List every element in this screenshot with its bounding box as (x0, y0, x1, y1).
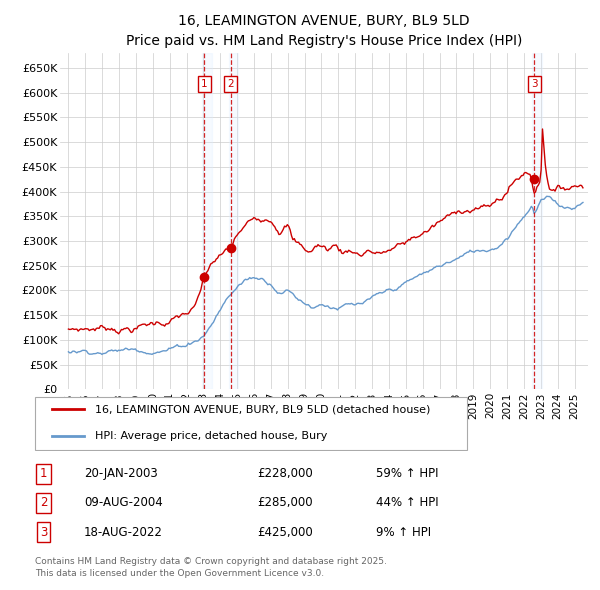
FancyBboxPatch shape (35, 397, 467, 450)
Text: HPI: Average price, detached house, Bury: HPI: Average price, detached house, Bury (95, 431, 327, 441)
Text: £285,000: £285,000 (257, 496, 313, 510)
Text: £425,000: £425,000 (257, 526, 313, 539)
Text: 16, LEAMINGTON AVENUE, BURY, BL9 5LD (detached house): 16, LEAMINGTON AVENUE, BURY, BL9 5LD (de… (95, 404, 430, 414)
Text: 9% ↑ HPI: 9% ↑ HPI (376, 526, 431, 539)
Text: 2: 2 (227, 78, 234, 88)
Text: 44% ↑ HPI: 44% ↑ HPI (376, 496, 438, 510)
Text: 1: 1 (201, 78, 208, 88)
Bar (202, 53, 212, 389)
Text: £228,000: £228,000 (257, 467, 313, 480)
Title: 16, LEAMINGTON AVENUE, BURY, BL9 5LD
Price paid vs. HM Land Registry's House Pri: 16, LEAMINGTON AVENUE, BURY, BL9 5LD Pri… (126, 14, 522, 48)
Text: 2: 2 (40, 496, 47, 510)
Bar (229, 53, 238, 389)
Text: Contains HM Land Registry data © Crown copyright and database right 2025.
This d: Contains HM Land Registry data © Crown c… (35, 556, 387, 578)
Text: 59% ↑ HPI: 59% ↑ HPI (376, 467, 438, 480)
Text: 18-AUG-2022: 18-AUG-2022 (84, 526, 163, 539)
Text: 09-AUG-2004: 09-AUG-2004 (84, 496, 163, 510)
Text: 3: 3 (531, 78, 538, 88)
Bar (532, 53, 542, 389)
Text: 1: 1 (40, 467, 47, 480)
Text: 3: 3 (40, 526, 47, 539)
Text: 20-JAN-2003: 20-JAN-2003 (84, 467, 158, 480)
